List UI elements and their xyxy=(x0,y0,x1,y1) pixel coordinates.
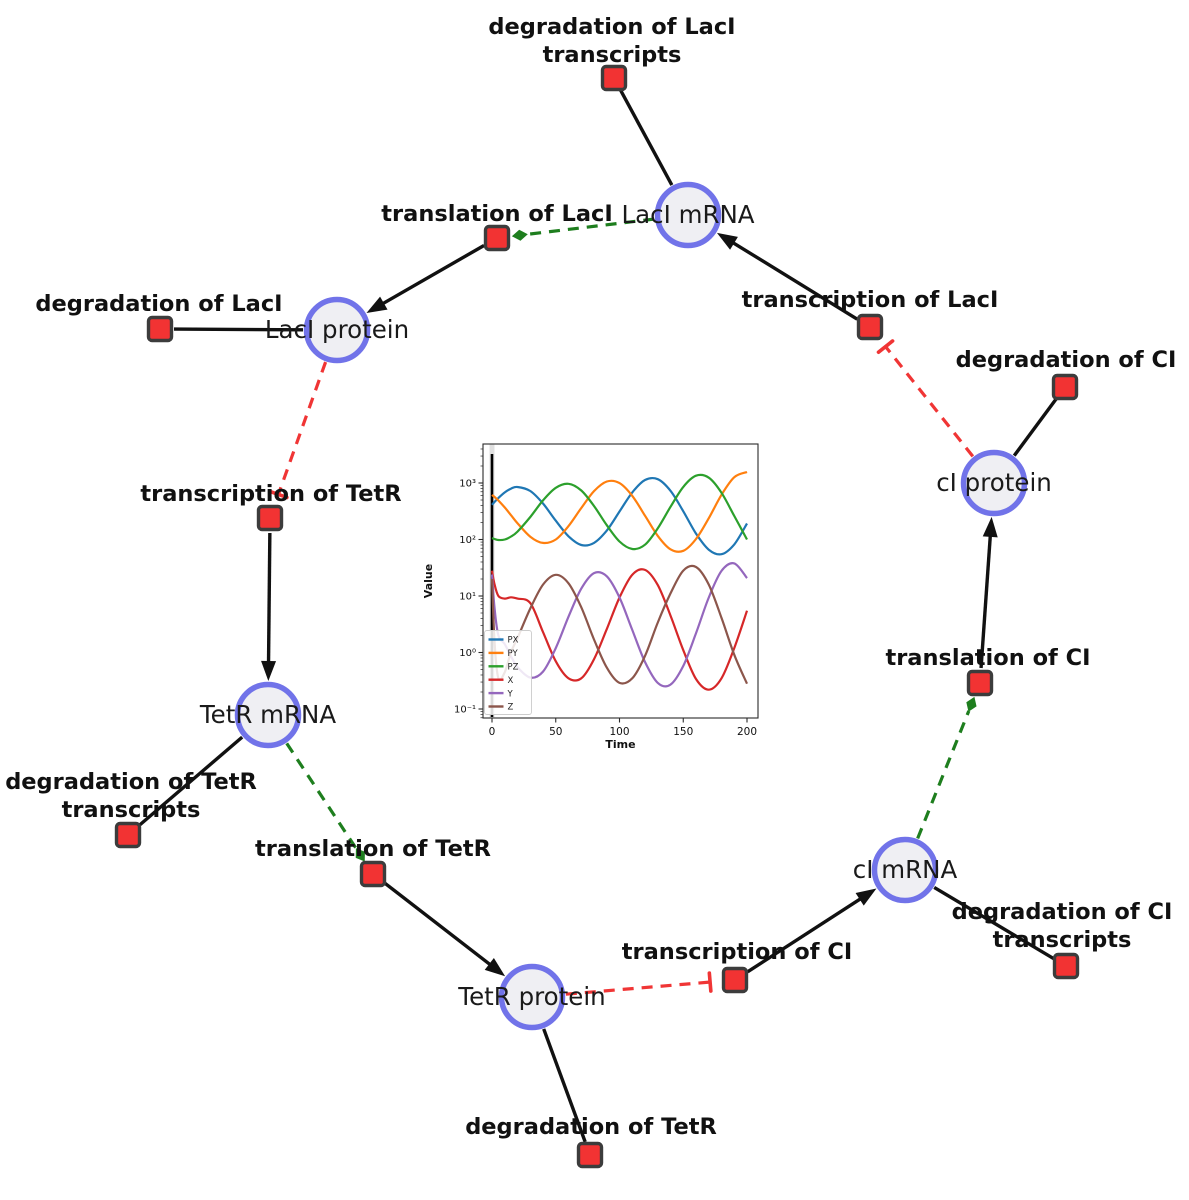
species-label-ci-mrna: cI mRNA xyxy=(853,855,958,884)
reaction-label-deg-tetr-transcripts: transcripts xyxy=(62,797,201,823)
reaction-node-transcription-ci xyxy=(721,966,749,994)
y-tick-label: 10³ xyxy=(459,479,476,490)
species-label-laci-mrna: LacI mRNA xyxy=(621,200,754,229)
legend-label-PZ: PZ xyxy=(508,663,519,673)
reaction-node-translation-ci xyxy=(966,669,994,697)
chart-frame xyxy=(482,443,759,719)
inset-chart: 0 50 100 150 200Time10⁻¹10⁰10¹10²10³ValuePXP… xyxy=(422,443,759,751)
series-line-X xyxy=(490,568,749,691)
arrowhead-icon xyxy=(716,232,738,250)
legend-label-PY: PY xyxy=(508,649,519,659)
reaction-node-deg-tetr xyxy=(576,1141,604,1169)
edge-reactant-laci-protein-deg-laci xyxy=(173,327,304,332)
reaction-label-deg-ci: degradation of CI xyxy=(956,347,1177,373)
reaction-node-deg-ci xyxy=(1051,373,1079,401)
x-tick-label: 0 xyxy=(489,726,496,738)
inhibitor-tee-icon xyxy=(707,971,713,993)
series-line-PZ xyxy=(491,473,748,551)
species-node-tetr-protein xyxy=(498,963,566,1031)
chart-legend: PX PY PZ XYZ xyxy=(484,630,532,715)
reaction-node-translation-laci xyxy=(483,224,511,252)
legend-label-Z: Z xyxy=(508,703,514,713)
species-label-tetr-protein: TetR protein xyxy=(457,982,605,1011)
modifier-diamond-icon xyxy=(511,229,528,241)
species-label-laci-protein: LacI protein xyxy=(265,315,409,344)
arrowhead-icon xyxy=(261,660,277,682)
inhibitor-tee-icon xyxy=(876,339,895,354)
edge-product-transcription-ci-ci-mrna xyxy=(746,897,862,974)
labels-layer: degradation of LacItranscriptstranslatio… xyxy=(5,14,1176,1140)
arrowhead-icon xyxy=(982,516,998,538)
species-node-ci-mrna xyxy=(871,836,939,904)
edge-reactant-ci-protein-deg-ci xyxy=(1012,397,1059,457)
edge-inhibitor-ci-protein-transcription-laci xyxy=(884,345,975,458)
reaction-node-deg-tetr-transcripts xyxy=(114,821,142,849)
reaction-label-deg-laci-transcripts: transcripts xyxy=(543,42,682,68)
edge-product-translation-ci-ci-protein xyxy=(979,535,992,669)
inhibitor-tee-icon xyxy=(268,489,289,500)
x-axis-label: Time xyxy=(605,738,635,751)
species-node-laci-mrna xyxy=(654,181,722,249)
reaction-node-translation-tetr xyxy=(359,860,387,888)
arrowhead-icon xyxy=(855,888,877,906)
reaction-label-deg-ci-transcripts: transcripts xyxy=(993,927,1132,953)
reaction-label-translation-laci: translation of LacI xyxy=(381,201,612,227)
edge-reactant-ci-mrna-deg-ci-transcripts xyxy=(933,885,1055,961)
edge-modifier-ci-mrna-translation-ci xyxy=(916,710,971,840)
y-tick-label: 10² xyxy=(459,535,476,546)
edge-inhibitor-tetr-protein-transcription-ci xyxy=(565,980,711,996)
reaction-node-deg-laci xyxy=(146,315,174,343)
reaction-label-transcription-tetr: transcription of TetR xyxy=(140,481,401,507)
arrowhead-icon xyxy=(366,296,388,314)
species-node-ci-protein xyxy=(960,449,1028,517)
species-node-laci-protein xyxy=(303,296,371,364)
x-tick-label: 100 xyxy=(609,726,629,738)
x-tick-label: 200 xyxy=(737,726,757,738)
reaction-node-deg-laci-transcripts xyxy=(600,64,628,92)
y-tick-label: 10⁰ xyxy=(459,648,476,659)
modifier-diamond-icon xyxy=(966,696,977,712)
reaction-node-transcription-laci xyxy=(856,313,884,341)
y-tick-label: 10⁻¹ xyxy=(454,705,476,716)
series-line-PY xyxy=(491,470,748,553)
species-label-tetr-mrna: TetR mRNA xyxy=(199,700,337,729)
reaction-node-transcription-tetr xyxy=(256,504,284,532)
x-tick-label: 50 xyxy=(549,726,562,738)
reaction-label-deg-laci-transcripts: degradation of LacI xyxy=(488,14,735,40)
edge-modifier-tetr-mrna-translation-tetr xyxy=(285,742,358,850)
reaction-label-deg-tetr-transcripts: degradation of TetR xyxy=(5,769,257,795)
edge-product-translation-tetr-tetr-protein xyxy=(383,881,492,966)
edge-inhibitor-laci-protein-transcription-tetr xyxy=(276,361,328,495)
edges-layer xyxy=(137,89,1059,1143)
species-node-tetr-mrna xyxy=(234,681,302,749)
reaction-label-translation-tetr: translation of TetR xyxy=(255,836,491,862)
nodes-layer xyxy=(114,64,1080,1169)
edge-product-translation-laci-laci-protein xyxy=(382,244,485,306)
edge-reactant-tetr-mrna-deg-tetr-transcripts xyxy=(137,735,244,828)
reaction-node-deg-ci-transcripts xyxy=(1052,952,1080,980)
x-tick-label: 150 xyxy=(673,726,693,738)
reaction-label-transcription-laci: transcription of LacI xyxy=(742,287,999,313)
legend-label-Y: Y xyxy=(507,689,514,699)
legend-label-PX: PX xyxy=(508,636,519,646)
reaction-label-transcription-ci: transcription of CI xyxy=(622,939,852,965)
edge-reactant-tetr-protein-deg-tetr xyxy=(542,1028,587,1143)
arrowhead-icon xyxy=(484,958,506,977)
y-axis-label: Value xyxy=(422,564,435,598)
reaction-label-translation-ci: translation of CI xyxy=(885,645,1090,671)
edge-modifier-laci-mrna-translation-laci xyxy=(526,217,655,237)
species-label-ci-protein: cI protein xyxy=(936,468,1052,497)
reaction-label-deg-tetr: degradation of TetR xyxy=(465,1114,717,1140)
y-tick-label: 10¹ xyxy=(459,592,476,603)
legend-label-X: X xyxy=(508,676,514,686)
edge-product-transcription-laci-laci-mrna xyxy=(732,241,859,321)
modifier-diamond-icon xyxy=(355,848,365,862)
edge-product-transcription-tetr-tetr-mrna xyxy=(266,532,272,663)
reaction-label-deg-laci: degradation of LacI xyxy=(35,291,282,317)
edge-reactant-laci-mrna-deg-laci-transcripts xyxy=(619,89,674,186)
reaction-label-deg-ci-transcripts: degradation of CI xyxy=(952,899,1173,925)
series-line-PX xyxy=(491,476,748,556)
